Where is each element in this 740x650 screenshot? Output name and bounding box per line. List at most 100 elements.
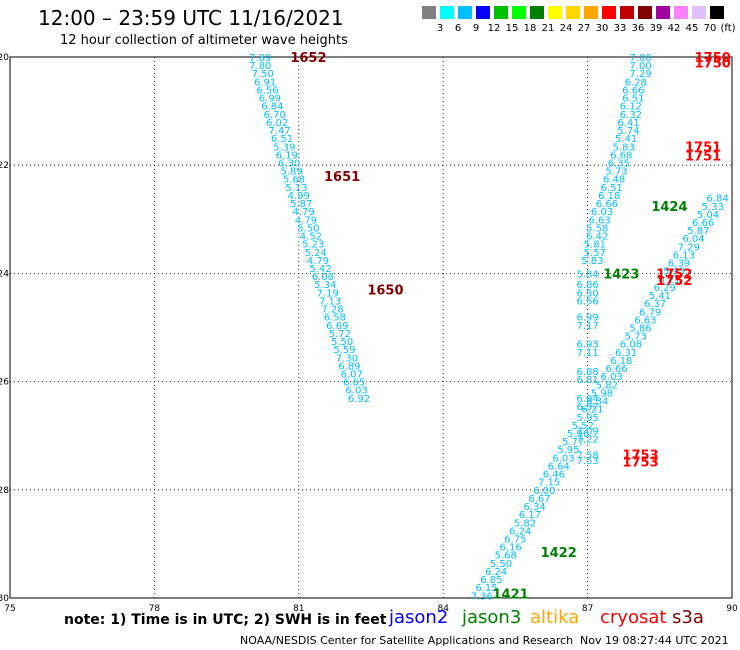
color-scale-cell <box>548 6 562 19</box>
swh-data-point: 6.63 <box>634 315 656 326</box>
swh-data-point: 5.68 <box>283 175 305 186</box>
swh-data-point: 6.37 <box>644 299 666 310</box>
swh-data-point: 6.18 <box>610 356 632 367</box>
swh-data-point: 6.64 <box>548 461 570 472</box>
swh-data-point: 5.73 <box>605 167 627 178</box>
swh-data-point: 6.13 <box>673 250 695 261</box>
swh-data-point: 6.51 <box>271 134 293 145</box>
swh-data-point: 6.65 <box>343 378 365 389</box>
swh-data-point: 5.84 <box>576 269 598 280</box>
color-scale-cell <box>602 6 616 19</box>
color-scale-label: 33 <box>613 23 627 34</box>
swh-data-point: 5.34 <box>314 280 336 291</box>
swh-data-point: 5.52 <box>572 421 594 432</box>
swh-data-point: 5.41 <box>649 291 671 302</box>
swh-data-point: 6.81 <box>576 375 598 386</box>
swh-data-point: 5.89 <box>280 167 302 178</box>
color-scale-cell <box>458 6 472 19</box>
footer-note: note: 1) Time is in UTC; 2) SWH is in fe… <box>64 612 387 628</box>
swh-data-point: 6.00 <box>533 486 555 497</box>
x-tick-label: 84 <box>437 604 449 614</box>
pass-time-label: 1750 <box>695 51 731 66</box>
swh-data-point: 5.33 <box>702 202 724 213</box>
swh-data-point: 6.89 <box>338 361 360 372</box>
pass-time-label: 1423 <box>603 267 639 282</box>
color-scale-label: 21 <box>541 23 555 34</box>
x-tick-label: 78 <box>149 604 161 614</box>
color-scale-cell <box>494 6 508 19</box>
swh-data-point: 4.52 <box>300 232 322 243</box>
swh-data-point: 5.95 <box>557 445 579 456</box>
pass-time-label: 1753 <box>622 456 658 471</box>
credit-text: NOAA/NESDIS Center for Satellite Applica… <box>240 634 574 647</box>
color-scale-label: 15 <box>505 23 519 34</box>
plot-frame <box>9 56 733 599</box>
swh-data-point: 5.57 <box>584 248 606 259</box>
pass-time-label: 1752 <box>656 267 692 282</box>
swh-data-point: 6.99 <box>576 313 598 324</box>
swh-data-point: 6.21 <box>581 405 603 416</box>
chart-title: 12:00 – 23:59 UTC 11/16/2021 <box>38 6 344 30</box>
swh-data-point: 7.09 <box>576 426 598 437</box>
color-scale-cell <box>656 6 670 19</box>
swh-data-point: 6.84 <box>706 194 728 205</box>
swh-data-point: 7.29 <box>678 242 700 253</box>
pass-time-label: 1753 <box>622 449 658 464</box>
color-scale-label: 30 <box>595 23 609 34</box>
pass-time-label: 1651 <box>324 170 360 185</box>
swh-data-point: 6.30 <box>278 158 300 169</box>
swh-data-point: 6.75 <box>504 534 526 545</box>
swh-data-point: 6.85 <box>480 575 502 586</box>
swh-data-point: 6.63 <box>589 215 611 226</box>
color-scale-label: 45 <box>685 23 699 34</box>
swh-data-point: 5.73 <box>625 332 647 343</box>
swh-data-point: 7.00 <box>629 61 651 72</box>
swh-data-point: 5.93 <box>663 267 685 278</box>
y-tick-label: -26 <box>0 378 9 388</box>
swh-data-point: 5.58 <box>586 223 608 234</box>
swh-data-point: 7.50 <box>252 69 274 80</box>
swh-data-point: 7.28 <box>321 305 343 316</box>
swh-data-point: 7.80 <box>249 61 271 72</box>
swh-data-point: 6.21 <box>658 275 680 286</box>
pass-time-label: 1751 <box>685 149 721 164</box>
legend-altika: altika <box>530 607 580 628</box>
swh-data-point: 6.51 <box>601 183 623 194</box>
swh-data-point: 4.79 <box>307 256 329 267</box>
color-scale-label: (ft) <box>720 23 736 34</box>
swh-data-point: 6.34 <box>524 502 546 513</box>
swh-data-point: 6.66 <box>596 199 618 210</box>
color-scale-cell <box>440 6 454 19</box>
swh-data-point: 6.18 <box>598 191 620 202</box>
swh-data-point: 4.79 <box>295 215 317 226</box>
color-scale-label: 70 <box>703 23 717 34</box>
swh-data-point: 7.00 <box>629 53 651 64</box>
swh-data-point: 5.42 <box>309 264 331 275</box>
swh-data-point: 5.04 <box>697 210 719 221</box>
swh-data-point: 6.03 <box>601 372 623 383</box>
swh-data-point: 6.03 <box>345 386 367 397</box>
swh-data-point: 6.41 <box>617 118 639 129</box>
swh-data-point: 6.08 <box>620 340 642 351</box>
color-scale-label: 18 <box>523 23 537 34</box>
pass-time-label: 1750 <box>695 56 731 71</box>
swh-data-point: 7.30 <box>336 353 358 364</box>
chart-subtitle: 12 hour collection of altimeter wave hei… <box>60 33 348 48</box>
swh-data-point: 5.50 <box>331 337 353 348</box>
swh-data-point: 5.86 <box>629 324 651 335</box>
swh-data-point: 5.59 <box>333 345 355 356</box>
swh-data-point: 7.11 <box>576 348 598 359</box>
swh-data-point: 6.29 <box>653 283 675 294</box>
swh-data-point: 5.96 <box>567 429 589 440</box>
swh-data-point: 6.07 <box>341 369 363 380</box>
y-tick-label: -22 <box>0 161 9 171</box>
x-tick-label: 90 <box>726 604 738 614</box>
y-tick-label: -28 <box>0 486 9 496</box>
swh-data-point: 5.24 <box>305 248 327 259</box>
color-scale-label: 36 <box>631 23 645 34</box>
swh-data-point: 6.66 <box>605 364 627 375</box>
swh-data-point: 6.08 <box>312 272 334 283</box>
color-scale-cell <box>638 6 652 19</box>
swh-data-point: 5.50 <box>297 223 319 234</box>
